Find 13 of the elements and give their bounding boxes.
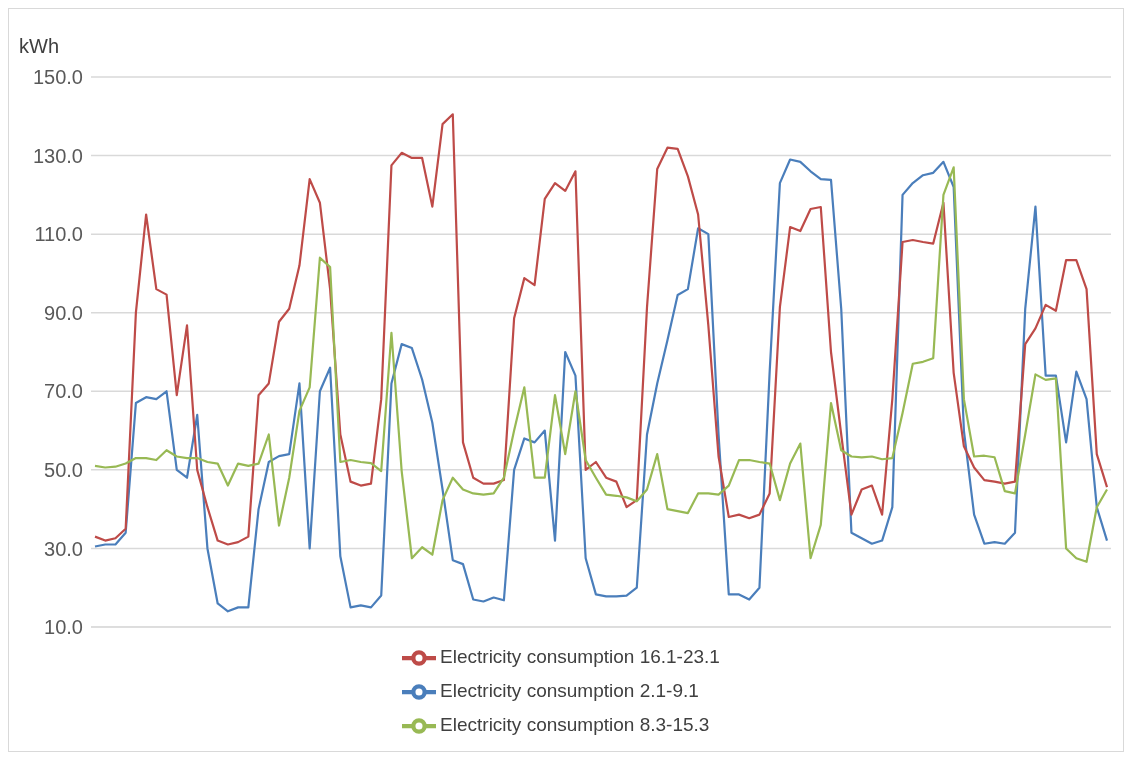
y-tick-label: 130.0 bbox=[32, 144, 83, 167]
y-tick-label: 90.0 bbox=[44, 301, 83, 324]
y-tick-label: 110.0 bbox=[34, 223, 83, 246]
y-axis-title: kWh bbox=[19, 35, 59, 58]
y-tick-label: 150.0 bbox=[32, 66, 83, 89]
legend-label: Electricity consumption 16.1-23.1 bbox=[440, 646, 720, 668]
legend-label: Electricity consumption 8.3-15.3 bbox=[440, 714, 710, 736]
y-tick-label: 30.0 bbox=[44, 537, 83, 560]
legend-label: Electricity consumption 2.1-9.1 bbox=[440, 680, 699, 702]
line-series bbox=[93, 113, 1109, 546]
y-tick-label: 10.0 bbox=[44, 616, 83, 639]
y-tick-label: 50.0 bbox=[44, 458, 83, 481]
y-tick-label: 70.0 bbox=[44, 380, 83, 403]
